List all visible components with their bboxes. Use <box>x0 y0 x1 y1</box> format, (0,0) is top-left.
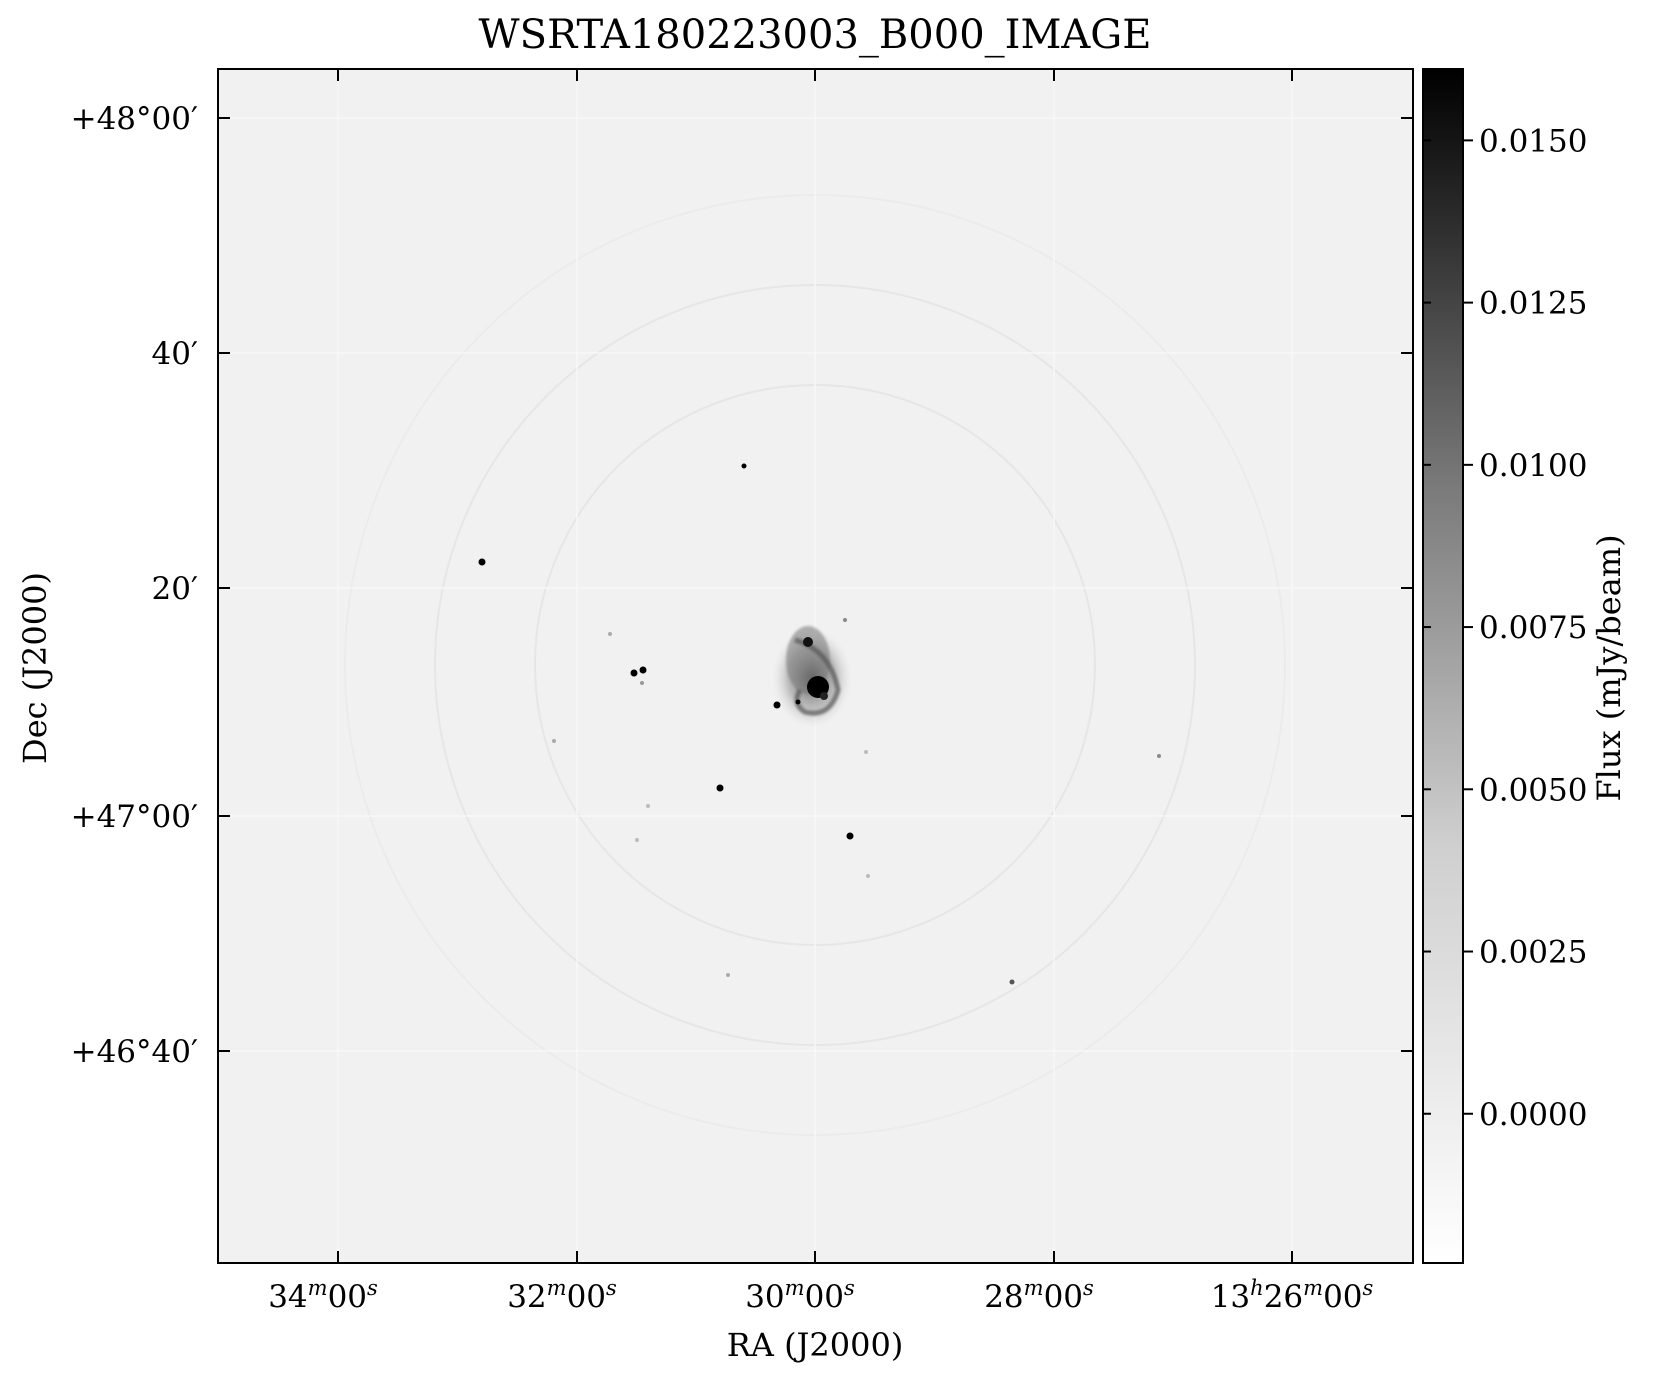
colorbar-tick-label: 0.0025 <box>1479 935 1587 971</box>
colorbar-tick-label: 0.0125 <box>1479 286 1587 322</box>
y-tick-label: +46°40′ <box>71 1034 198 1070</box>
source <box>866 874 870 878</box>
source <box>843 618 847 622</box>
x-axis-label: RA (J2000) <box>727 1326 904 1364</box>
x-tick-label: 13h26m00s <box>1211 1276 1374 1315</box>
x-tick-label: 30m00s <box>745 1276 855 1315</box>
source <box>640 681 644 685</box>
source <box>741 463 747 469</box>
x-tick-label: 28m00s <box>984 1276 1094 1315</box>
sky-image[interactable] <box>217 68 1414 1264</box>
coordinate-grid <box>218 69 1413 1263</box>
source <box>846 832 854 840</box>
y-axis-label: Dec (J2000) <box>16 572 54 764</box>
source <box>478 558 486 566</box>
x-tick-labels: 34m00s 32m00s 30m00s 28m00s 13h26m00s <box>268 1276 1373 1315</box>
plot-title: WSRTA180223003_B000_IMAGE <box>479 12 1152 58</box>
x-axis <box>337 69 1293 1263</box>
y-tick-labels: +48°00′ 40′ 20′ +47°00′ +46°40′ <box>71 101 198 1070</box>
source <box>646 804 650 808</box>
source <box>639 666 647 674</box>
colorbar-tick-label: 0.0000 <box>1479 1097 1587 1133</box>
source <box>630 669 638 677</box>
source <box>608 632 612 636</box>
colorbar-label: Flux (mJy/beam) <box>1590 534 1628 801</box>
source <box>864 750 868 754</box>
colorbar-tick-label: 0.0075 <box>1479 610 1587 646</box>
central-galaxy <box>772 626 852 728</box>
y-tick-label: +48°00′ <box>71 101 198 137</box>
source <box>773 701 781 709</box>
source <box>1009 979 1015 985</box>
y-tick-label: 40′ <box>152 336 199 372</box>
colorbar-tick-label: 0.0100 <box>1479 448 1587 484</box>
x-tick-label: 32m00s <box>507 1276 617 1315</box>
colorbar-tick-label: 0.0150 <box>1479 123 1587 159</box>
source <box>1157 754 1161 758</box>
colorbar-gradient <box>1422 68 1464 1264</box>
y-axis <box>218 117 1413 1052</box>
source <box>795 699 801 705</box>
source <box>726 973 730 977</box>
source <box>635 838 639 842</box>
colorbar: 0.0150 0.0125 0.0100 0.0075 0.0050 0.0025 0.00… <box>1422 68 1587 1264</box>
x-tick-label: 34m00s <box>268 1276 378 1315</box>
colorbar-tick-label: 0.0050 <box>1479 772 1587 808</box>
source <box>552 739 556 743</box>
y-tick-label: +47°00′ <box>71 799 198 835</box>
point-sources <box>478 463 1161 985</box>
source <box>716 784 724 792</box>
y-tick-label: 20′ <box>152 571 199 607</box>
colorbar-ticks: 0.0150 0.0125 0.0100 0.0075 0.0050 0.0025 0.00… <box>1423 123 1587 1133</box>
